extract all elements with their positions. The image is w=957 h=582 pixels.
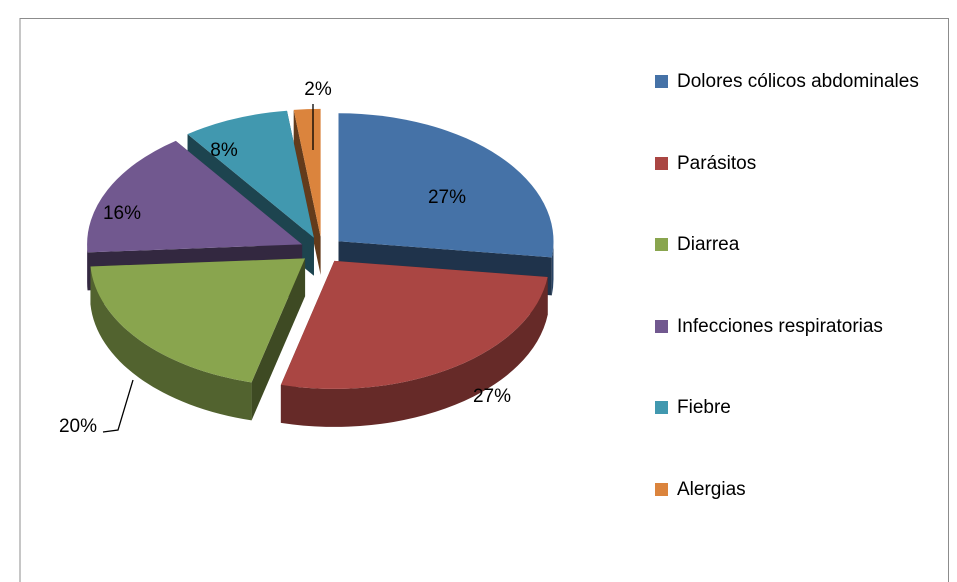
- legend-swatch: [655, 156, 668, 170]
- data-label: 27%: [473, 386, 511, 407]
- legend-item: Parásitos: [655, 150, 947, 232]
- legend-label: Dolores cólicos abdominales: [677, 71, 919, 92]
- slice-top: [90, 258, 306, 383]
- legend-item: Infecciones respiratorias: [655, 313, 947, 395]
- legend-item: Alergias: [655, 476, 947, 558]
- slice: [293, 108, 321, 275]
- legend-label: Parásitos: [677, 152, 757, 174]
- legend-label: Fiebre: [677, 397, 731, 418]
- legend-item: Diarrea: [655, 231, 947, 313]
- legend-item: Fiebre: [655, 394, 947, 476]
- legend-swatch: [655, 482, 668, 496]
- data-label: 2%: [304, 79, 332, 100]
- slice: [280, 260, 548, 427]
- slice-top: [187, 110, 314, 238]
- slice-top: [338, 113, 554, 258]
- leader-line: [102, 379, 134, 433]
- slice-top: [280, 260, 548, 389]
- slice: [90, 258, 306, 421]
- legend-swatch: [655, 319, 668, 333]
- legend-label: Diarrea: [677, 234, 740, 255]
- data-label: 27%: [428, 187, 466, 208]
- slice-side: [251, 258, 306, 421]
- chart-border: [19, 18, 949, 582]
- slice-wall: [90, 266, 252, 421]
- slice-wall: [280, 276, 548, 427]
- data-label: 20%: [59, 416, 97, 437]
- legend: Dolores cólicos abdominales Parásitos Diar…: [655, 68, 947, 557]
- legend-item: Dolores cólicos abdominales: [655, 68, 947, 150]
- slice-wall: [551, 241, 554, 296]
- slice-side: [293, 109, 321, 275]
- legend-swatch: [655, 75, 668, 88]
- legend-swatch: [655, 238, 668, 251]
- legend-swatch: [655, 401, 668, 414]
- slice-top: [293, 108, 321, 237]
- legend-label: Alergias: [677, 478, 746, 500]
- slice-top: [87, 140, 303, 253]
- data-label: 16%: [103, 203, 141, 224]
- data-label: 8%: [210, 140, 238, 161]
- legend-label: Infecciones respiratorias: [677, 315, 883, 337]
